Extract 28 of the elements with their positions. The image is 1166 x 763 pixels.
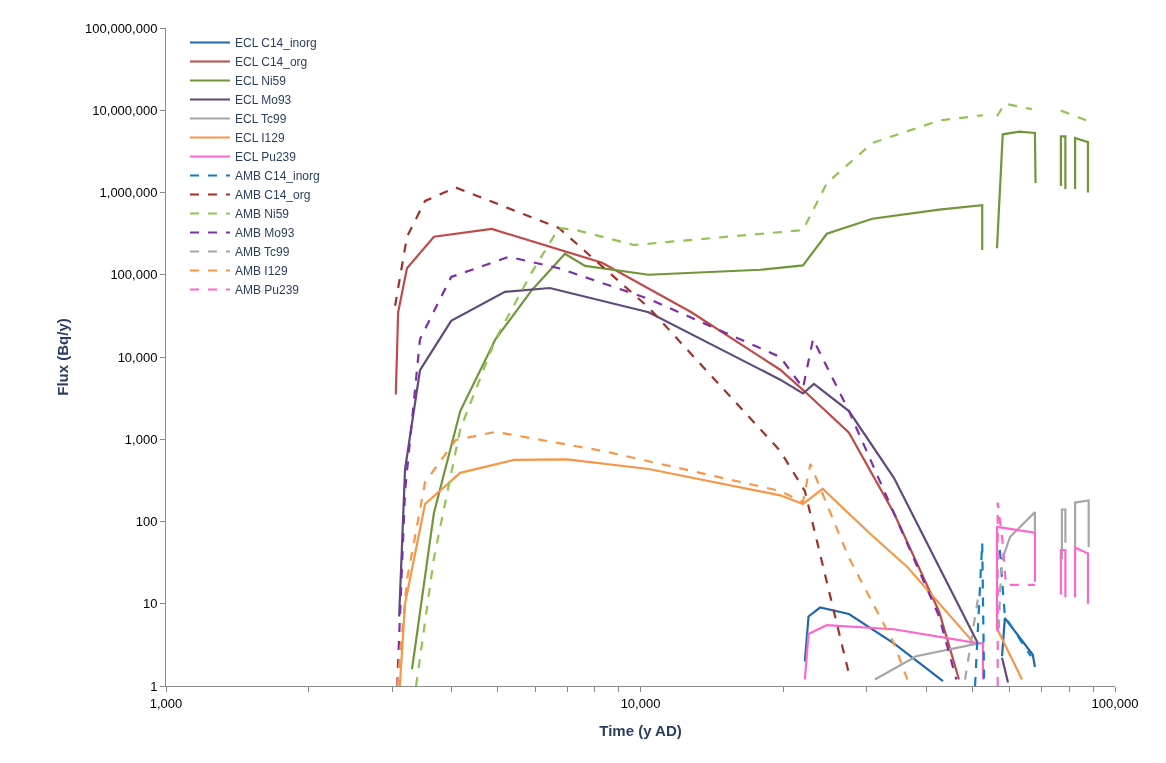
y-tick-label: 1 — [150, 678, 158, 694]
legend-label: AMB Pu239 — [234, 283, 300, 298]
legend-label: ECL Mo93 — [234, 93, 292, 108]
legend-label: ECL C14_org — [234, 55, 308, 70]
y-tick-label: 10,000 — [117, 349, 158, 365]
legend-label: AMB C14_org — [234, 188, 311, 203]
y-axis-title: Flux (Bq/y) — [54, 318, 72, 396]
y-tick-label: 1,000,000 — [99, 185, 158, 201]
x-tick-label: 10,000 — [620, 695, 661, 711]
legend-label: ECL Ni59 — [234, 74, 287, 89]
y-tick-label: 100 — [135, 514, 158, 530]
y-tick-label: 1,000 — [124, 431, 158, 447]
legend-label: ECL C14_inorg — [234, 36, 317, 51]
line-series — [996, 501, 1037, 686]
legend-label: ECL Pu239 — [234, 150, 297, 165]
y-tick-label: 10 — [142, 596, 158, 612]
y-tick-label: 100,000,000 — [85, 20, 158, 36]
legend-label: ECL Tc99 — [234, 112, 287, 127]
legend-label: AMB Ni59 — [234, 207, 290, 222]
x-tick-label: 100,000 — [1091, 695, 1139, 711]
x-axis-title: Time (y AD) — [599, 721, 682, 739]
y-tick-label: 100,000 — [110, 267, 158, 283]
legend-label: AMB Mo93 — [234, 226, 295, 241]
legend-label: ECL I129 — [234, 131, 285, 146]
legend-label: AMB Tc99 — [234, 245, 290, 260]
legend-label: AMB I129 — [234, 264, 288, 279]
y-tick-label: 10,000,000 — [92, 102, 158, 118]
legend-label: AMB C14_inorg — [234, 169, 320, 184]
